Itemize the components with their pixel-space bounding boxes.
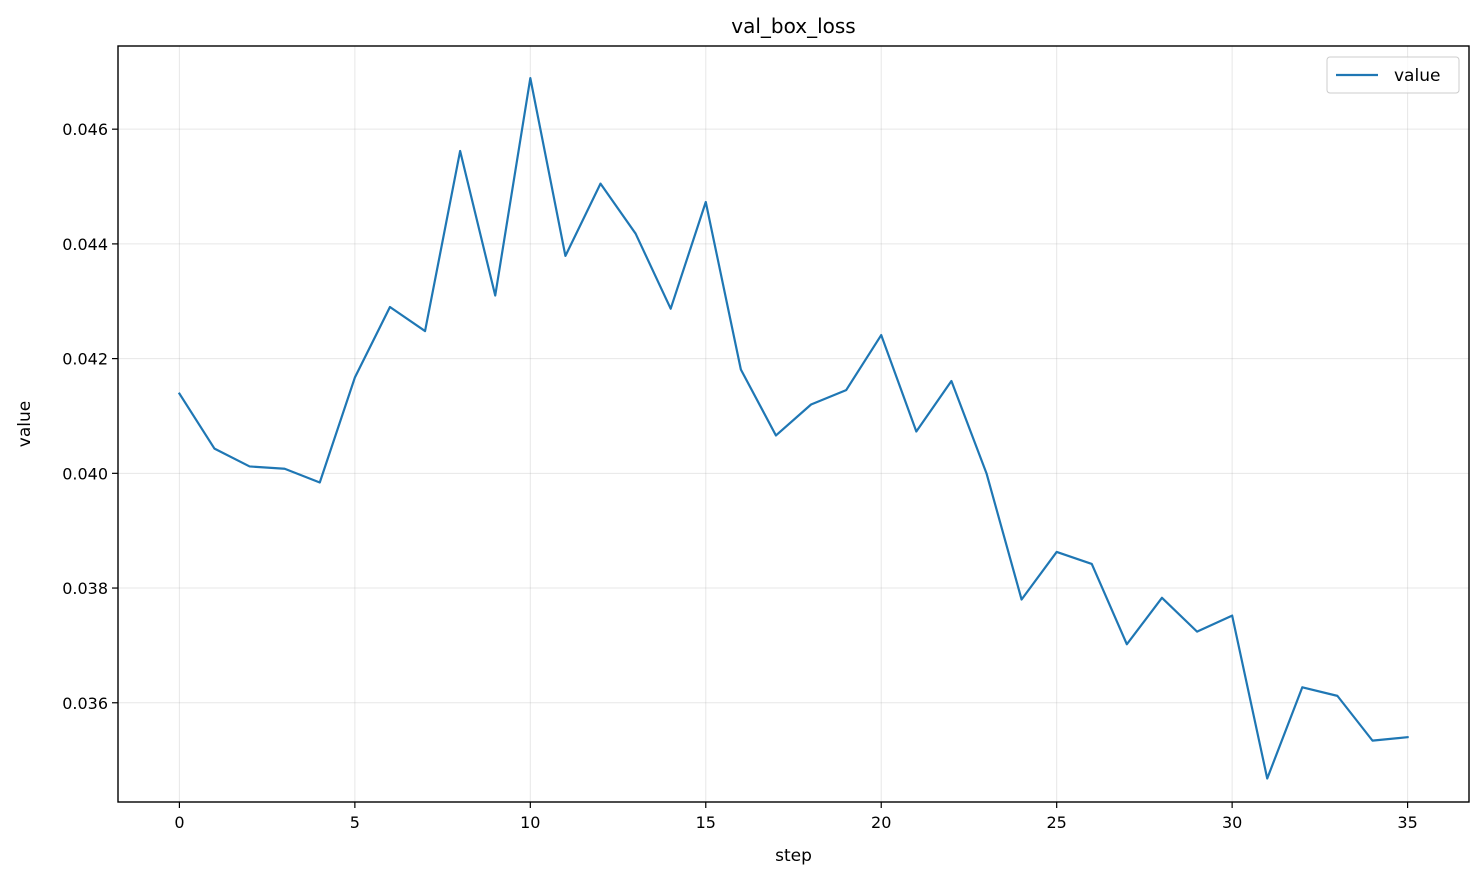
legend: value [1326,56,1460,94]
x-tick-label: 5 [350,813,360,832]
series-layer [177,77,1409,780]
y-tick-label: 0.042 [62,350,108,369]
y-axis-label: value [15,401,35,447]
y-tick-label: 0.040 [62,464,108,483]
x-tick-label: 10 [520,813,540,832]
series-line-value [177,77,1409,780]
legend-label: value [1394,66,1440,86]
x-axis-ticks: 0 5 10 15 20 25 30 35 [174,802,1418,832]
x-tick-label: 0 [174,813,184,832]
y-tick-label: 0.044 [62,235,108,254]
x-tick-label: 20 [871,813,891,832]
plot-frame [117,45,1470,803]
y-tick-label: 0.046 [62,120,108,139]
x-axis-label: step [775,846,812,866]
x-tick-label: 30 [1222,813,1242,832]
grid-lines [118,46,1469,802]
x-tick-label: 35 [1397,813,1417,832]
y-tick-label: 0.038 [62,579,108,598]
x-tick-label: 25 [1047,813,1067,832]
legend-box [1326,56,1460,94]
chart-title: val_box_loss [731,14,855,38]
x-tick-label: 15 [696,813,716,832]
y-tick-label: 0.036 [62,694,108,713]
y-axis-ticks: 0.036 0.038 0.040 0.042 0.044 0.046 [62,120,118,713]
